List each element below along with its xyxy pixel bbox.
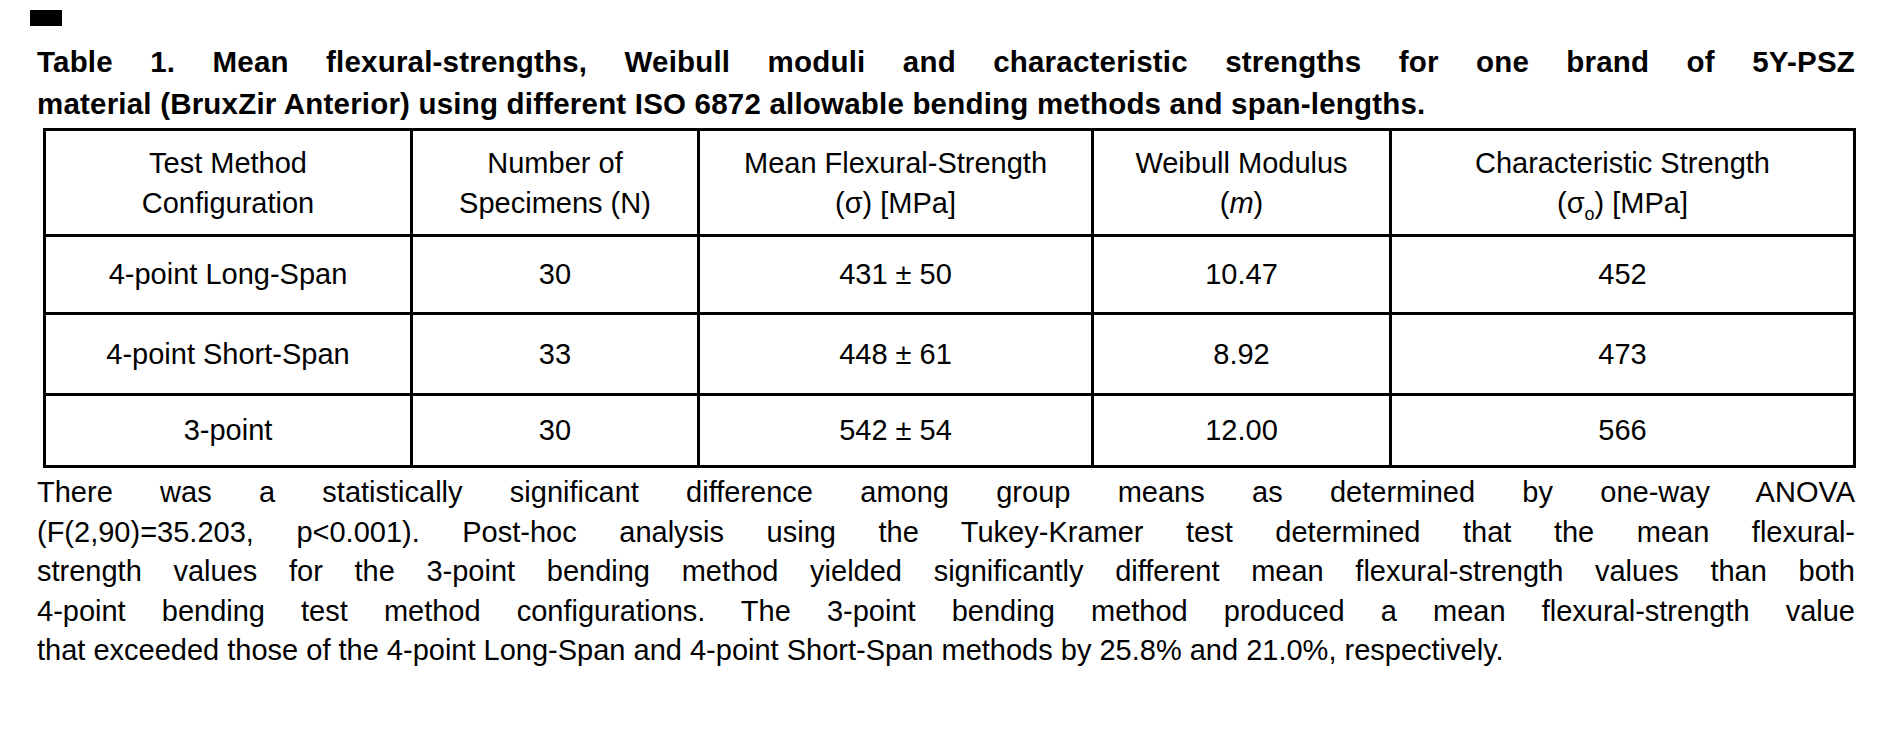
col-header-test-method: Test Method Configuration xyxy=(45,130,412,236)
cell-characteristic-strength: 566 xyxy=(1391,395,1855,467)
results-table: Test Method Configuration Number of Spec… xyxy=(43,128,1856,468)
footnote-line-3: strength values for the 3-point bending … xyxy=(37,552,1855,592)
italic-m: m xyxy=(1229,187,1253,219)
cell-characteristic-strength: 452 xyxy=(1391,236,1855,314)
footnote-line-5: that exceeded those of the 4-point Long-… xyxy=(37,631,1855,671)
header-text: Number of xyxy=(413,143,697,183)
page-content: Table 1. Mean flexural-strengths, Weibul… xyxy=(37,41,1855,671)
header-text: (m) xyxy=(1094,183,1389,223)
table-row: 3-point 30 542 ± 54 12.00 566 xyxy=(45,395,1855,467)
table-caption-line-2: material (BruxZir Anterior) using differ… xyxy=(37,83,1855,125)
header-text-part: ) [MPa] xyxy=(1595,187,1688,219)
table-row: 4-point Long-Span 30 431 ± 50 10.47 452 xyxy=(45,236,1855,314)
col-header-mean-flexural-strength: Mean Flexural-Strength (σ) [MPa] xyxy=(699,130,1093,236)
header-text-part: ( xyxy=(1220,187,1230,219)
cell-weibull-modulus: 8.92 xyxy=(1093,314,1391,395)
header-text-part: ) xyxy=(1254,187,1264,219)
document-page: Table 1. Mean flexural-strengths, Weibul… xyxy=(0,0,1892,740)
cell-characteristic-strength: 473 xyxy=(1391,314,1855,395)
cell-weibull-modulus: 10.47 xyxy=(1093,236,1391,314)
table-footnote: There was a statistically significant di… xyxy=(37,473,1855,671)
header-text: Mean Flexural-Strength xyxy=(700,143,1091,183)
table-caption: Table 1. Mean flexural-strengths, Weibul… xyxy=(37,41,1855,125)
header-text: Characteristic Strength xyxy=(1392,143,1853,183)
cell-specimens: 30 xyxy=(412,236,699,314)
header-text: (σ) [MPa] xyxy=(700,183,1091,223)
header-text: Weibull Modulus xyxy=(1094,143,1389,183)
table-caption-line-1: Table 1. Mean flexural-strengths, Weibul… xyxy=(37,41,1855,83)
header-text: Specimens (N) xyxy=(413,183,697,223)
scan-artifact-mark xyxy=(30,10,62,26)
table-row: 4-point Short-Span 33 448 ± 61 8.92 473 xyxy=(45,314,1855,395)
sigma-subscript: o xyxy=(1585,203,1595,223)
cell-weibull-modulus: 12.00 xyxy=(1093,395,1391,467)
col-header-weibull-modulus: Weibull Modulus (m) xyxy=(1093,130,1391,236)
header-text-part: (σ xyxy=(1557,187,1585,219)
col-header-characteristic-strength: Characteristic Strength (σo) [MPa] xyxy=(1391,130,1855,236)
cell-mean-strength: 431 ± 50 xyxy=(699,236,1093,314)
cell-specimens: 33 xyxy=(412,314,699,395)
cell-test-method: 4-point Long-Span xyxy=(45,236,412,314)
header-text: (σo) [MPa] xyxy=(1392,183,1853,223)
header-text: Test Method xyxy=(46,143,410,183)
col-header-specimens: Number of Specimens (N) xyxy=(412,130,699,236)
cell-specimens: 30 xyxy=(412,395,699,467)
footnote-line-1: There was a statistically significant di… xyxy=(37,473,1855,513)
footnote-line-4: 4-point bending test method configuratio… xyxy=(37,592,1855,632)
cell-mean-strength: 542 ± 54 xyxy=(699,395,1093,467)
cell-test-method: 4-point Short-Span xyxy=(45,314,412,395)
header-text: Configuration xyxy=(46,183,410,223)
cell-test-method: 3-point xyxy=(45,395,412,467)
footnote-line-2: (F(2,90)=35.203, p<0.001). Post-hoc anal… xyxy=(37,513,1855,553)
cell-mean-strength: 448 ± 61 xyxy=(699,314,1093,395)
header-row: Test Method Configuration Number of Spec… xyxy=(45,130,1855,236)
